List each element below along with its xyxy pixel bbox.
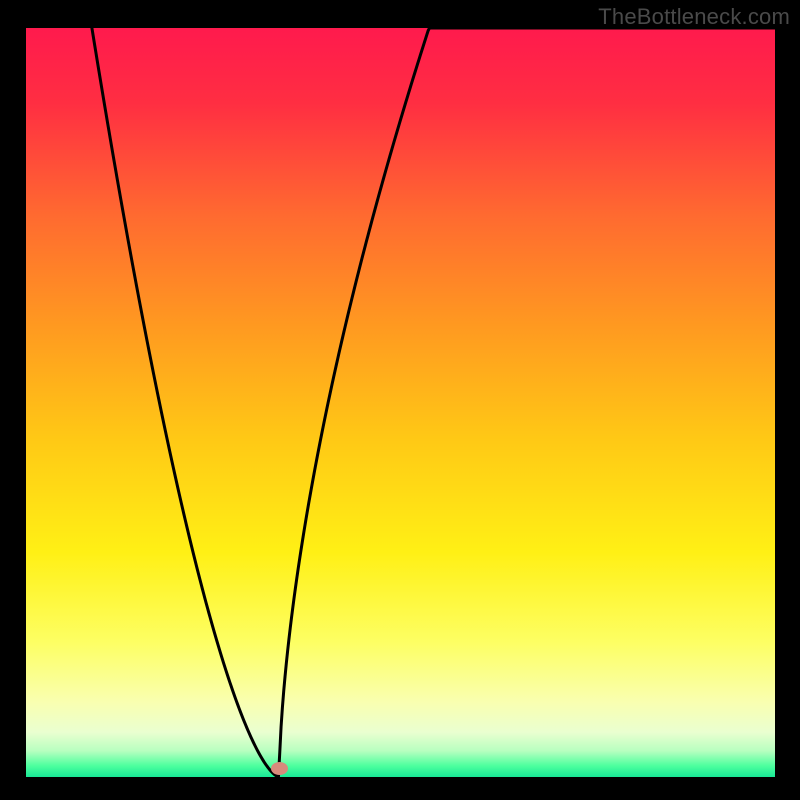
minimum-marker: [271, 762, 288, 775]
curve-line: [92, 28, 775, 777]
credit-label: TheBottleneck.com: [598, 4, 790, 30]
bottleneck-curve: [26, 28, 775, 777]
stage: TheBottleneck.com: [0, 0, 800, 800]
bottleneck-chart: [26, 28, 775, 777]
